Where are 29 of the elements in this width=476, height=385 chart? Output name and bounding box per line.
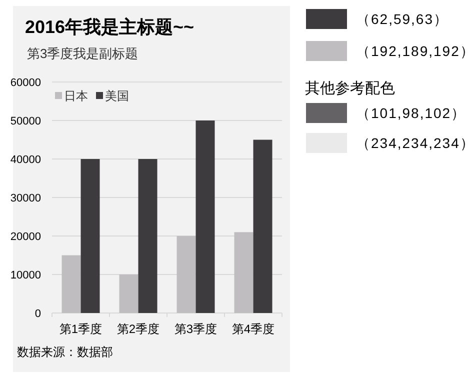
category-label: （101,98,102）	[356, 105, 466, 121]
bar	[253, 140, 272, 313]
text: 其他参考配色	[305, 80, 395, 97]
y-tick-label: 30000	[10, 192, 41, 204]
y-tick-label: 50000	[10, 116, 41, 128]
source-note: 数据来源：数据部	[17, 345, 113, 359]
category-label: （192,189,192）	[356, 43, 475, 59]
bar	[119, 274, 138, 313]
y-tick-label: 60000	[10, 77, 41, 89]
x-tick-label: 第1季度	[59, 322, 102, 336]
legend-label: 日本	[64, 89, 88, 103]
bar	[138, 159, 158, 313]
bar	[234, 232, 254, 313]
chart-subtitle: 第3季度我是副标题	[27, 46, 138, 61]
y-tick-label: 10000	[10, 270, 41, 282]
x-tick-label: 第4季度	[232, 322, 275, 336]
bar	[62, 255, 81, 313]
x-tick-label: 第3季度	[174, 322, 218, 336]
category-label: （234,234,234）	[356, 135, 475, 151]
x-tick-label: 第2季度	[116, 322, 160, 336]
legend-label: 美国	[105, 89, 129, 103]
bar	[176, 236, 196, 313]
y-tick-label: 0	[34, 308, 41, 320]
y-tick-label: 40000	[10, 154, 41, 166]
bar	[80, 159, 100, 313]
chart-title: 2016年我是主标题~~	[25, 17, 194, 37]
bar	[196, 120, 215, 313]
category-label: （62,59,63）	[356, 11, 448, 27]
y-tick-label: 20000	[10, 231, 41, 243]
